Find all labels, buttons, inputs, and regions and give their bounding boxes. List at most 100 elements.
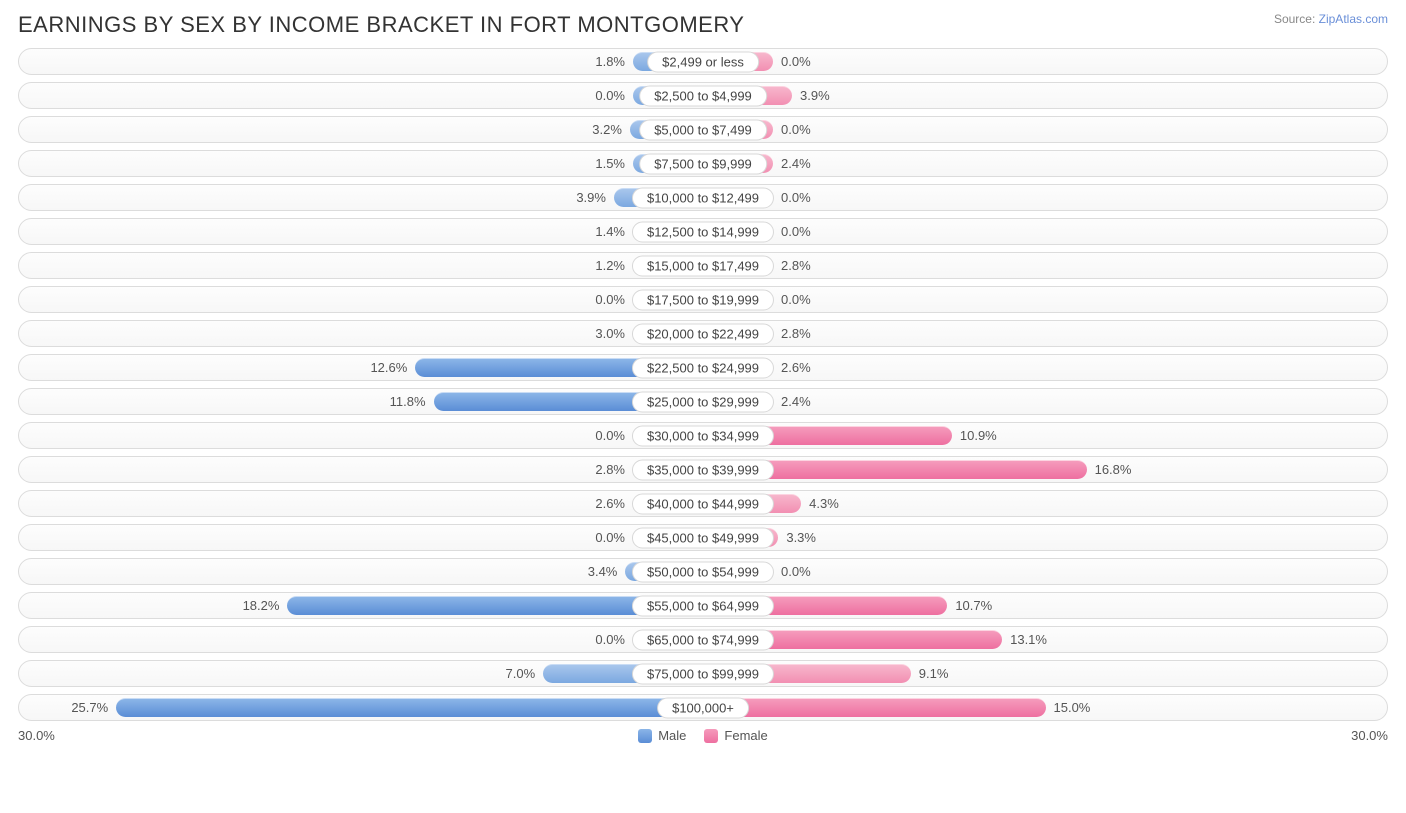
female-percent-label: 10.7% bbox=[947, 598, 1000, 613]
male-half: 0.0% bbox=[19, 287, 703, 312]
female-half: 2.6% bbox=[703, 355, 1387, 380]
female-half: 16.8% bbox=[703, 457, 1387, 482]
chart-row: 2.6% 4.3% $40,000 to $44,999 bbox=[18, 490, 1388, 517]
male-half: 25.7% bbox=[19, 695, 703, 720]
female-half: 0.0% bbox=[703, 287, 1387, 312]
female-percent-label: 9.1% bbox=[911, 666, 957, 681]
male-percent-label: 0.0% bbox=[587, 632, 633, 647]
female-percent-label: 15.0% bbox=[1046, 700, 1099, 715]
category-label: $22,500 to $24,999 bbox=[632, 357, 774, 378]
source-link[interactable]: ZipAtlas.com bbox=[1319, 12, 1388, 26]
chart-footer: 30.0% Male Female 30.0% bbox=[18, 728, 1388, 743]
chart-row: 1.2%2.8%$15,000 to $17,499 bbox=[18, 252, 1388, 279]
male-half: 2.8% bbox=[19, 457, 703, 482]
female-half: 4.3% bbox=[703, 491, 1387, 516]
female-half: 15.0% bbox=[703, 695, 1387, 720]
chart-row: 11.8%2.4%$25,000 to $29,999 bbox=[18, 388, 1388, 415]
chart-row: 3.9%0.0%$10,000 to $12,499 bbox=[18, 184, 1388, 211]
chart-row: 0.0%10.9%$30,000 to $34,999 bbox=[18, 422, 1388, 449]
male-percent-label: 3.2% bbox=[584, 122, 630, 137]
male-percent-label: 0.0% bbox=[587, 292, 633, 307]
axis-max-right: 30.0% bbox=[1351, 728, 1388, 743]
chart-row: 1.4% 0.0%$12,500 to $14,999 bbox=[18, 218, 1388, 245]
male-half: 11.8% bbox=[19, 389, 703, 414]
category-label: $30,000 to $34,999 bbox=[632, 425, 774, 446]
chart-title: EARNINGS BY SEX BY INCOME BRACKET IN FOR… bbox=[18, 12, 744, 38]
male-percent-label: 12.6% bbox=[362, 360, 415, 375]
male-half: 1.4% bbox=[19, 219, 703, 244]
male-half: 3.9% bbox=[19, 185, 703, 210]
female-percent-label: 2.8% bbox=[773, 258, 819, 273]
chart-row: 2.8% 16.8% $35,000 to $39,999 bbox=[18, 456, 1388, 483]
female-percent-label: 13.1% bbox=[1002, 632, 1055, 647]
male-half: 0.0% bbox=[19, 525, 703, 550]
male-half: 0.0% bbox=[19, 83, 703, 108]
category-label: $50,000 to $54,999 bbox=[632, 561, 774, 582]
female-half: 0.0% bbox=[703, 219, 1387, 244]
male-half: 12.6% bbox=[19, 355, 703, 380]
category-label: $45,000 to $49,999 bbox=[632, 527, 774, 548]
chart-row: 25.7%15.0%$100,000+ bbox=[18, 694, 1388, 721]
female-bar bbox=[703, 698, 1046, 717]
male-half: 7.0% bbox=[19, 661, 703, 686]
female-half: 2.4% bbox=[703, 389, 1387, 414]
category-label: $55,000 to $64,999 bbox=[632, 595, 774, 616]
male-percent-label: 11.8% bbox=[382, 394, 434, 409]
male-percent-label: 0.0% bbox=[587, 530, 633, 545]
male-percent-label: 1.4% bbox=[587, 224, 633, 239]
male-percent-label: 18.2% bbox=[235, 598, 288, 613]
category-label: $12,500 to $14,999 bbox=[632, 221, 774, 242]
female-half: 3.9% bbox=[703, 83, 1387, 108]
male-percent-label: 7.0% bbox=[498, 666, 544, 681]
female-percent-label: 0.0% bbox=[773, 122, 819, 137]
category-label: $2,500 to $4,999 bbox=[639, 85, 767, 106]
female-percent-label: 0.0% bbox=[773, 224, 819, 239]
male-half: 1.8% bbox=[19, 49, 703, 74]
female-half: 0.0% bbox=[703, 559, 1387, 584]
female-half: 3.3% bbox=[703, 525, 1387, 550]
category-label: $65,000 to $74,999 bbox=[632, 629, 774, 650]
chart-row: 3.0%2.8%$20,000 to $22,499 bbox=[18, 320, 1388, 347]
chart-row: 7.0% 9.1% $75,000 to $99,999 bbox=[18, 660, 1388, 687]
male-percent-label: 2.6% bbox=[587, 496, 633, 511]
male-percent-label: 3.4% bbox=[580, 564, 626, 579]
male-half: 0.0% bbox=[19, 627, 703, 652]
female-half: 2.4% bbox=[703, 151, 1387, 176]
category-label: $35,000 to $39,999 bbox=[632, 459, 774, 480]
category-label: $15,000 to $17,499 bbox=[632, 255, 774, 276]
male-half: 3.2% bbox=[19, 117, 703, 142]
male-percent-label: 0.0% bbox=[587, 88, 633, 103]
female-percent-label: 4.3% bbox=[801, 496, 847, 511]
category-label: $17,500 to $19,999 bbox=[632, 289, 774, 310]
chart-row: 0.0% 0.0%$17,500 to $19,999 bbox=[18, 286, 1388, 313]
source-prefix: Source: bbox=[1274, 12, 1319, 26]
male-percent-label: 1.5% bbox=[587, 156, 633, 171]
female-percent-label: 2.6% bbox=[773, 360, 819, 375]
legend-label-female: Female bbox=[724, 728, 767, 743]
male-percent-label: 0.0% bbox=[587, 428, 633, 443]
male-half: 0.0% bbox=[19, 423, 703, 448]
male-half: 3.4% bbox=[19, 559, 703, 584]
category-label: $10,000 to $12,499 bbox=[632, 187, 774, 208]
female-percent-label: 3.3% bbox=[778, 530, 824, 545]
female-half: 0.0% bbox=[703, 117, 1387, 142]
diverging-bar-chart: 1.8%0.0%$2,499 or less0.0%3.9%$2,500 to … bbox=[18, 48, 1388, 721]
category-label: $40,000 to $44,999 bbox=[632, 493, 774, 514]
female-half: 2.8% bbox=[703, 253, 1387, 278]
female-percent-label: 16.8% bbox=[1087, 462, 1140, 477]
chart-row: 12.6% 2.6%$22,500 to $24,999 bbox=[18, 354, 1388, 381]
chart-row: 0.0% 3.9%$2,500 to $4,999 bbox=[18, 82, 1388, 109]
legend-item-male: Male bbox=[638, 728, 686, 743]
category-label: $2,499 or less bbox=[647, 51, 759, 72]
chart-row: 0.0% 13.1% $65,000 to $74,999 bbox=[18, 626, 1388, 653]
male-percent-label: 3.0% bbox=[587, 326, 633, 341]
category-label: $7,500 to $9,999 bbox=[639, 153, 767, 174]
category-label: $75,000 to $99,999 bbox=[632, 663, 774, 684]
chart-row: 18.2% 10.7% $55,000 to $64,999 bbox=[18, 592, 1388, 619]
female-percent-label: 2.4% bbox=[773, 156, 819, 171]
chart-row: 1.5% 2.4% $7,500 to $9,999 bbox=[18, 150, 1388, 177]
male-bar bbox=[116, 698, 703, 717]
axis-max-left: 30.0% bbox=[18, 728, 55, 743]
male-percent-label: 1.8% bbox=[587, 54, 633, 69]
female-percent-label: 2.8% bbox=[773, 326, 819, 341]
